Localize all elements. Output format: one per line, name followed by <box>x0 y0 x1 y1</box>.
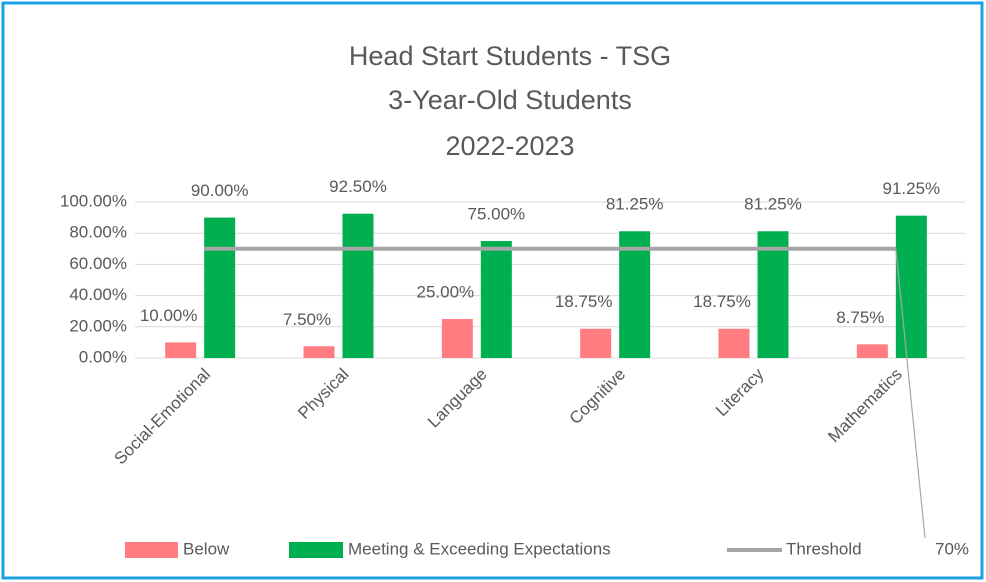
leader-line <box>895 248 926 539</box>
legend-swatch <box>289 542 343 558</box>
data-label: 91.25% <box>882 179 940 198</box>
y-tick-label: 40.00% <box>69 285 127 304</box>
bar <box>895 215 927 358</box>
bar <box>619 231 651 358</box>
y-tick-label: 60.00% <box>69 254 127 273</box>
data-label: 8.75% <box>836 308 884 327</box>
y-tick-label: 20.00% <box>69 316 127 335</box>
data-label: 81.25% <box>744 195 802 214</box>
data-label: 18.75% <box>555 292 613 311</box>
bar <box>303 346 335 358</box>
bar <box>204 217 236 358</box>
data-label: 92.50% <box>329 177 387 196</box>
y-tick-label: 0.00% <box>79 347 127 366</box>
data-label: 18.75% <box>693 292 751 311</box>
legend-label: Meeting & Exceeding Expectations <box>348 539 611 558</box>
data-label: 25.00% <box>416 282 474 301</box>
bar <box>165 342 197 358</box>
data-label: 75.00% <box>467 204 525 223</box>
bar <box>856 344 888 358</box>
bar <box>718 328 750 358</box>
chart-subtitle: 2022-2023 <box>445 131 574 161</box>
bar <box>480 241 512 358</box>
bar <box>757 231 789 358</box>
y-tick-label: 100.00% <box>60 191 127 210</box>
data-label: 90.00% <box>191 181 249 200</box>
bar <box>342 213 374 358</box>
threshold-label: 70% <box>935 539 969 558</box>
data-label: 81.25% <box>606 195 664 214</box>
chart-subtitle: 3-Year-Old Students <box>388 85 632 115</box>
y-tick-label: 80.00% <box>69 223 127 242</box>
data-label: 10.00% <box>140 306 198 325</box>
legend-label: Below <box>183 539 230 558</box>
data-label: 7.50% <box>283 310 331 329</box>
legend-label: Threshold <box>786 539 862 558</box>
legend-swatch <box>125 542 178 558</box>
bar <box>580 328 612 358</box>
bar <box>441 319 473 358</box>
chart-title: Head Start Students - TSG <box>349 41 671 71</box>
